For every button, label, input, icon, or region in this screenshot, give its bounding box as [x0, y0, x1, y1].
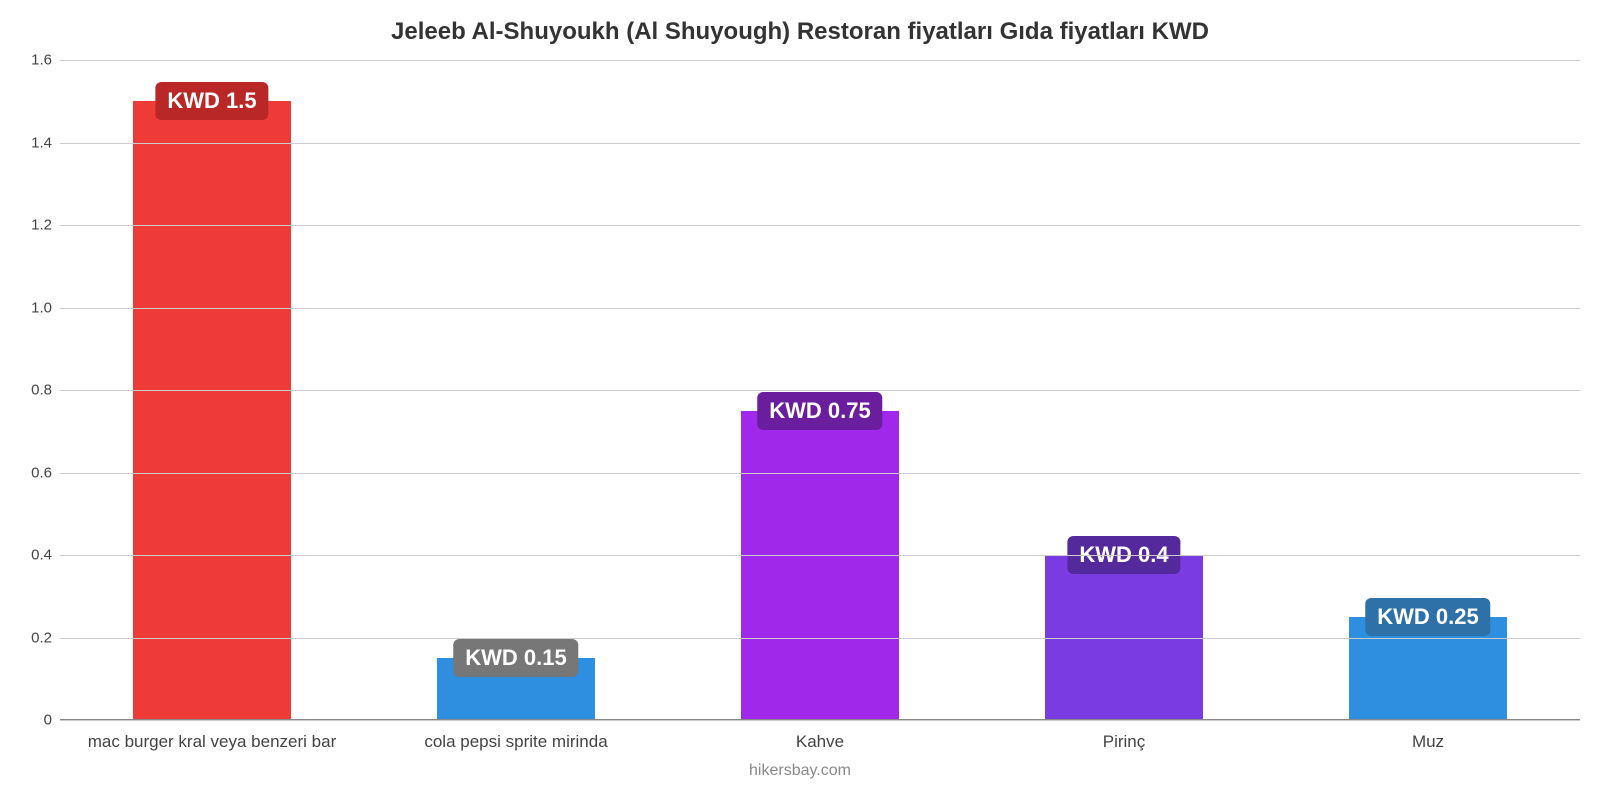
y-tick-label: 0.8 [31, 382, 60, 399]
grid-line [60, 720, 1580, 721]
bar-value-label: KWD 0.15 [453, 639, 578, 677]
bar-value-label: KWD 1.5 [155, 82, 268, 120]
y-tick-label: 1.0 [31, 299, 60, 316]
x-category-label: Muz [1276, 720, 1580, 752]
bar [741, 411, 899, 720]
grid-line [60, 638, 1580, 639]
bar-value-label: KWD 0.25 [1365, 598, 1490, 636]
y-tick-label: 1.2 [31, 217, 60, 234]
value-pill: KWD 0.75 [757, 392, 882, 430]
chart-title: Jeleeb Al-Shuyoukh (Al Shuyough) Restora… [0, 18, 1600, 46]
grid-line [60, 555, 1580, 556]
grid-line [60, 390, 1580, 391]
bar-value-label: KWD 0.75 [757, 392, 882, 430]
value-pill: KWD 0.25 [1365, 598, 1490, 636]
x-category-label: mac burger kral veya benzeri bar [60, 720, 364, 752]
x-category-label: Kahve [668, 720, 972, 752]
y-tick-label: 0.4 [31, 547, 60, 564]
y-tick-label: 1.4 [31, 134, 60, 151]
grid-line [60, 143, 1580, 144]
value-pill: KWD 0.15 [453, 639, 578, 677]
y-tick-label: 0.6 [31, 464, 60, 481]
x-category-label: cola pepsi sprite mirinda [364, 720, 668, 752]
grid-line [60, 473, 1580, 474]
plot-area: KWD 1.5mac burger kral veya benzeri barK… [60, 60, 1580, 720]
y-tick-label: 0.2 [31, 629, 60, 646]
bar [133, 101, 291, 720]
grid-line [60, 308, 1580, 309]
x-category-label: Pirinç [972, 720, 1276, 752]
chart-credit: hikersbay.com [0, 762, 1600, 780]
grid-line [60, 60, 1580, 61]
grid-line [60, 225, 1580, 226]
y-tick-label: 0 [44, 712, 60, 729]
y-tick-label: 1.6 [31, 52, 60, 69]
value-pill: KWD 1.5 [155, 82, 268, 120]
price-bar-chart: Jeleeb Al-Shuyoukh (Al Shuyough) Restora… [0, 0, 1600, 800]
